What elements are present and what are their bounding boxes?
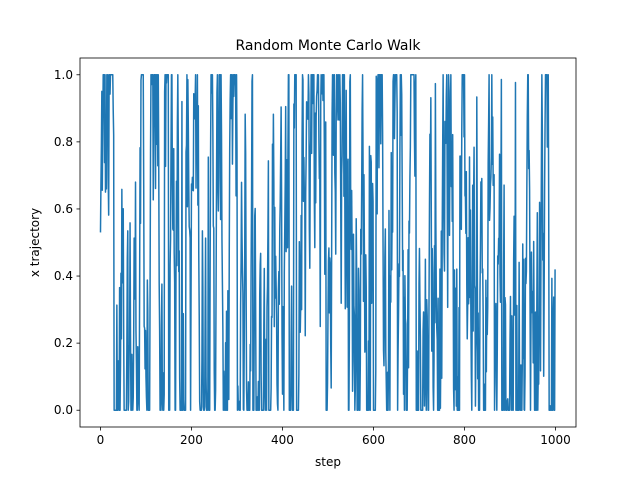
y-tick-label: 0.6 [54,202,73,216]
plot-frame [79,57,577,428]
chart-title: Random Monte Carlo Walk [235,38,421,54]
y-tick-label: 0.0 [54,403,73,417]
y-tick-label: 0.4 [54,269,73,283]
series-line [99,74,556,411]
x-tick-label: 800 [453,433,476,447]
x-axis-label: step [315,455,341,469]
x-axis-ticks: 0 200 400 600 800 1000 [97,427,571,447]
y-tick-label: 0.2 [54,336,73,350]
x-tick-label: 600 [362,433,385,447]
y-axis-label: x trajectory [28,208,42,277]
y-axis-ticks: 0.0 0.2 0.4 0.6 0.8 1.0 [54,68,80,417]
series-layer [99,74,556,411]
x-tick-label: 1000 [540,433,571,447]
x-tick-label: 200 [180,433,203,447]
x-tick-label: 400 [271,433,294,447]
y-tick-label: 1.0 [54,68,73,82]
y-tick-label: 0.8 [54,135,73,149]
x-tick-label: 0 [97,433,105,447]
